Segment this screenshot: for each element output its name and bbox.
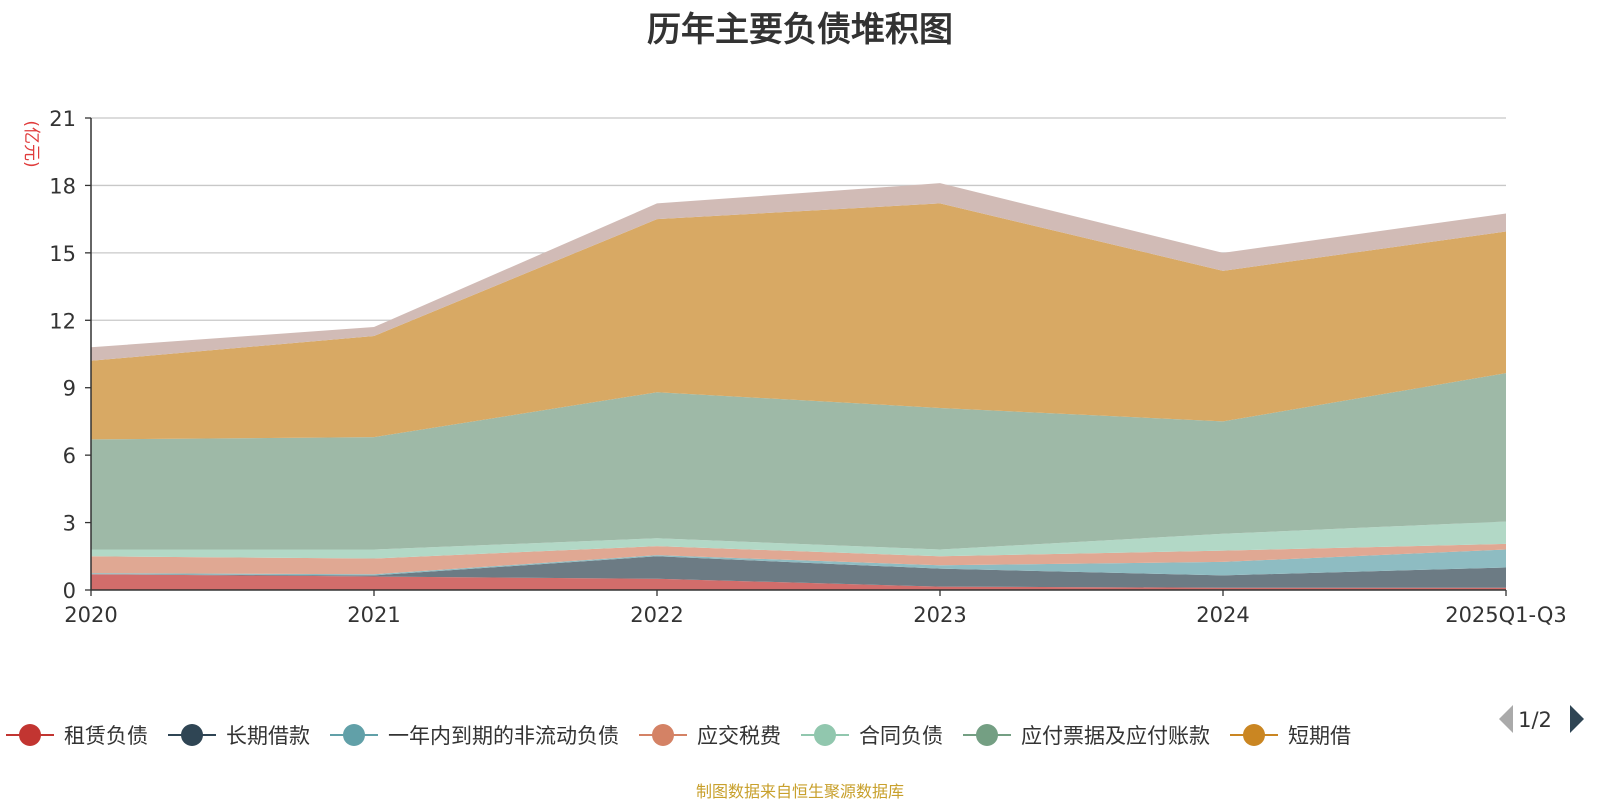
- y-tick-label: 3: [63, 512, 76, 536]
- y-tick-label: 15: [49, 242, 76, 266]
- legend-item[interactable]: 短期借: [1230, 724, 1351, 748]
- y-tick-label: 9: [63, 377, 76, 401]
- legend-pager: 1/2: [1499, 705, 1584, 733]
- legend-label: 短期借: [1288, 724, 1351, 748]
- chart-title: 历年主要负债堆积图: [647, 10, 953, 50]
- y-tick-label: 12: [49, 309, 76, 333]
- legend-prev-page-icon[interactable]: [1499, 705, 1513, 733]
- x-tick-label: 2025Q1-Q3: [1445, 603, 1567, 627]
- area-4: [91, 543, 1506, 575]
- legend-label: 应交税费: [697, 724, 781, 748]
- area-series: [91, 183, 1506, 590]
- legend-marker-icon: [1243, 724, 1265, 746]
- y-axis-unit-label: (亿元): [21, 120, 41, 167]
- legend-item[interactable]: 一年内到期的非流动负债: [330, 724, 619, 748]
- legend-label: 合同负债: [859, 724, 943, 748]
- legend-item[interactable]: 应付票据及应付账款: [963, 724, 1210, 748]
- area-1: [91, 574, 1506, 590]
- legend-marker-icon: [19, 724, 41, 746]
- legend-item[interactable]: 合同负债: [801, 724, 943, 748]
- y-tick-label: 21: [49, 107, 76, 131]
- legend-marker-icon: [181, 724, 203, 746]
- axes: [90, 118, 1506, 591]
- x-tick-labels: 2020 2021 2022 2023 2024 2025Q1-Q3: [64, 590, 1567, 627]
- x-tick-label: 2022: [630, 603, 683, 627]
- legend-label: 应付票据及应付账款: [1021, 724, 1210, 748]
- legend-label: 租赁负债: [64, 724, 148, 748]
- y-tick-label: 6: [63, 444, 76, 468]
- legend-marker-icon: [343, 724, 365, 746]
- area-3: [91, 549, 1506, 576]
- data-source-note: 制图数据来自恒生聚源数据库: [695, 782, 904, 801]
- legend-item[interactable]: 租赁负债: [6, 724, 148, 748]
- legend-marker-icon: [652, 724, 674, 746]
- legend-label: 一年内到期的非流动负债: [388, 724, 619, 748]
- legend-item[interactable]: 应交税费: [639, 724, 781, 748]
- y-tick-label: 0: [63, 579, 76, 603]
- area-5: [91, 521, 1506, 559]
- y-tick-label: 18: [49, 174, 76, 198]
- x-tick-label: 2021: [347, 603, 400, 627]
- y-tick-labels: 0 3 6 9 12 15 18 21: [49, 107, 91, 603]
- area-8: [91, 183, 1506, 361]
- legend-marker-icon: [814, 724, 836, 746]
- legend-item[interactable]: 长期借款: [168, 724, 310, 748]
- legend-label: 长期借款: [226, 724, 310, 748]
- legend-marker-icon: [976, 724, 998, 746]
- legend-next-page-icon[interactable]: [1570, 705, 1584, 733]
- x-tick-label: 2023: [913, 603, 966, 627]
- x-tick-label: 2024: [1196, 603, 1249, 627]
- area-2: [91, 556, 1506, 588]
- area-7: [91, 203, 1506, 440]
- area-6: [91, 373, 1506, 550]
- legend: 租赁负债 长期借款 一年内到期的非流动负债 应交税费 合同负债 应付票据及应付账款 短期借: [6, 724, 1351, 748]
- x-tick-label: 2020: [64, 603, 117, 627]
- legend-page-indicator: 1/2: [1518, 708, 1552, 732]
